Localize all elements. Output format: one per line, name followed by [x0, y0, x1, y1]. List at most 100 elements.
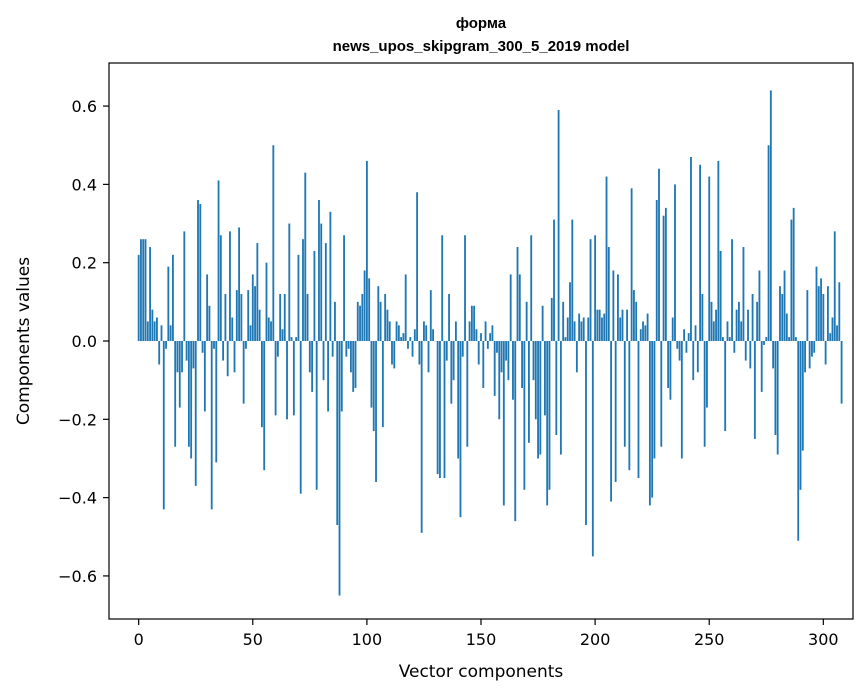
bar-308 [840, 341, 843, 404]
bar-42 [233, 341, 236, 373]
bar-298 [817, 286, 820, 341]
bar-148 [475, 329, 478, 341]
bar-205 [605, 176, 608, 341]
y-tick-label: −0.6 [58, 567, 97, 586]
bar-68 [292, 341, 295, 416]
bar-95 [354, 341, 357, 388]
bar-0 [137, 254, 140, 341]
bar-163 [509, 274, 512, 341]
bar-301 [824, 341, 827, 365]
bar-241 [687, 333, 690, 341]
x-axis-ticks: 0 50 100 150 200 250 300 [134, 619, 839, 649]
bar-58 [270, 321, 272, 341]
bar-40 [229, 231, 231, 341]
bar-276 [767, 145, 770, 341]
bar-223 [646, 313, 649, 341]
bar-305 [833, 231, 836, 341]
bar-183 [555, 341, 558, 435]
bar-72 [302, 239, 304, 341]
bar-271 [756, 301, 759, 341]
bar-89 [340, 341, 343, 412]
y-tick-label: 0.0 [72, 332, 97, 351]
bar-221 [642, 321, 644, 341]
bar-87 [336, 341, 339, 526]
bar-65 [286, 341, 288, 420]
bar-138 [452, 341, 455, 381]
bar-187 [564, 337, 567, 341]
bar-104 [375, 341, 377, 482]
bar-208 [612, 270, 615, 341]
bar-261 [733, 341, 736, 353]
bar-30 [206, 274, 209, 341]
bar-156 [493, 341, 496, 396]
bar-267 [747, 309, 749, 341]
bar-153 [486, 341, 489, 349]
bar-152 [484, 321, 487, 341]
bar-55 [263, 341, 266, 471]
bar-257 [724, 341, 727, 432]
bar-98 [361, 294, 364, 341]
bar-101 [368, 278, 371, 341]
bar-11 [162, 341, 165, 510]
bar-147 [473, 305, 476, 341]
bar-157 [496, 341, 498, 353]
bars-group [137, 90, 843, 596]
bar-107 [381, 341, 384, 428]
bar-263 [737, 301, 740, 341]
bar-213 [623, 341, 626, 447]
bar-103 [372, 341, 375, 432]
bar-179 [546, 341, 549, 506]
bar-219 [637, 341, 640, 479]
y-tick-label: −0.4 [58, 489, 97, 508]
x-tick-label: 0 [134, 630, 144, 649]
bar-209 [614, 341, 617, 482]
y-tick-label: 0.4 [72, 175, 97, 194]
bar-66 [288, 223, 291, 341]
bar-168 [521, 341, 523, 388]
bar-71 [299, 341, 302, 494]
bar-227 [655, 200, 658, 341]
bar-166 [516, 247, 519, 341]
bar-47 [245, 341, 247, 349]
bar-17 [176, 341, 179, 373]
bar-60 [274, 341, 277, 416]
bar-115 [400, 337, 403, 341]
bar-33 [213, 341, 215, 349]
bar-300 [822, 294, 825, 341]
bar-131 [436, 341, 439, 475]
bar-86 [334, 301, 336, 341]
bar-214 [626, 309, 628, 341]
bar-220 [639, 329, 642, 341]
bar-160 [502, 341, 505, 506]
bar-77 [313, 250, 316, 341]
bar-63 [281, 329, 284, 341]
bar-297 [815, 266, 818, 341]
bar-45 [240, 294, 243, 341]
bar-12 [165, 341, 167, 349]
bar-250 [708, 176, 711, 341]
bar-204 [603, 313, 606, 341]
bar-139 [454, 321, 457, 341]
bar-249 [706, 341, 708, 408]
bar-277 [769, 90, 772, 341]
x-tick-label: 50 [243, 630, 263, 649]
bar-38 [224, 294, 227, 341]
bar-202 [598, 309, 601, 341]
bar-62 [279, 294, 282, 341]
bar-122 [416, 192, 419, 341]
bar-228 [658, 168, 660, 341]
bar-14 [169, 325, 172, 341]
x-tick-label: 100 [352, 630, 383, 649]
bar-64 [283, 294, 286, 341]
bar-224 [648, 341, 651, 506]
bar-39 [226, 341, 229, 377]
bar-239 [683, 329, 686, 341]
bar-218 [635, 301, 638, 341]
bar-272 [758, 270, 761, 341]
bar-302 [826, 286, 829, 341]
bar-198 [589, 239, 592, 341]
chart-title-line1: форма [456, 15, 507, 32]
bar-180 [548, 341, 551, 490]
bar-75 [308, 341, 311, 373]
bar-48 [247, 290, 250, 341]
